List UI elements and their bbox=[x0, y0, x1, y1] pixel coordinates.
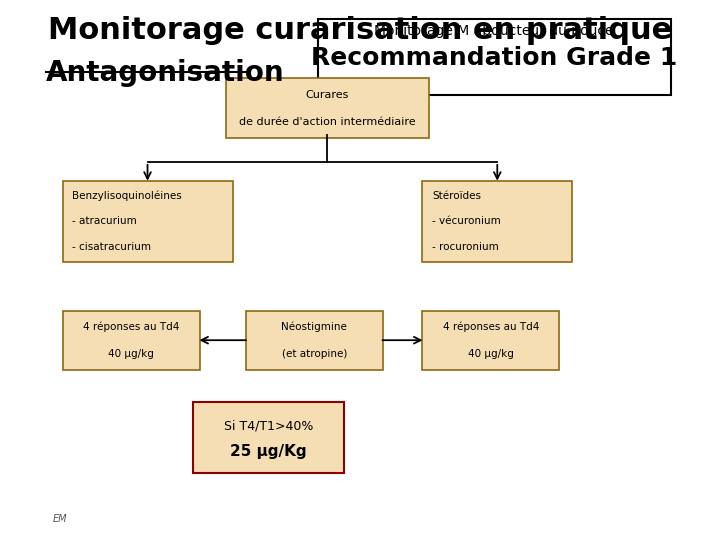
Text: - rocuronium: - rocuronium bbox=[432, 241, 499, 252]
Text: 25 µg/Kg: 25 µg/Kg bbox=[230, 444, 307, 459]
FancyBboxPatch shape bbox=[226, 78, 428, 138]
FancyBboxPatch shape bbox=[318, 19, 670, 94]
FancyBboxPatch shape bbox=[63, 310, 200, 370]
Text: - cisatracurium: - cisatracurium bbox=[72, 241, 151, 252]
Text: Monitorage curarisation en pratique: Monitorage curarisation en pratique bbox=[48, 16, 672, 45]
Text: Néostigmine: Néostigmine bbox=[282, 321, 347, 332]
Text: Curares: Curares bbox=[305, 90, 349, 99]
Text: Monitorage M abducteur du pouce: Monitorage M abducteur du pouce bbox=[374, 24, 613, 38]
Text: Antagonisation: Antagonisation bbox=[46, 59, 285, 87]
Text: 4 réponses au Td4: 4 réponses au Td4 bbox=[443, 321, 539, 332]
FancyBboxPatch shape bbox=[63, 181, 233, 262]
Text: (et atropine): (et atropine) bbox=[282, 349, 347, 359]
Text: 4 réponses au Td4: 4 réponses au Td4 bbox=[83, 321, 179, 332]
Text: - vécuronium: - vécuronium bbox=[432, 217, 500, 226]
Text: - atracurium: - atracurium bbox=[72, 217, 137, 226]
Text: EM: EM bbox=[53, 514, 67, 524]
Text: Si T4/T1>40%: Si T4/T1>40% bbox=[224, 419, 313, 432]
Text: de durée d'action intermédiaire: de durée d'action intermédiaire bbox=[239, 117, 415, 126]
FancyBboxPatch shape bbox=[193, 402, 343, 472]
Text: Benzylisoquinoléines: Benzylisoquinoléines bbox=[72, 191, 182, 201]
FancyBboxPatch shape bbox=[422, 310, 559, 370]
Text: Stéroïdes: Stéroïdes bbox=[432, 191, 481, 201]
Text: Recommandation Grade 1: Recommandation Grade 1 bbox=[311, 46, 677, 70]
FancyBboxPatch shape bbox=[246, 310, 383, 370]
Text: 40 µg/kg: 40 µg/kg bbox=[108, 349, 154, 359]
FancyBboxPatch shape bbox=[422, 181, 572, 262]
Text: 40 µg/kg: 40 µg/kg bbox=[468, 349, 513, 359]
